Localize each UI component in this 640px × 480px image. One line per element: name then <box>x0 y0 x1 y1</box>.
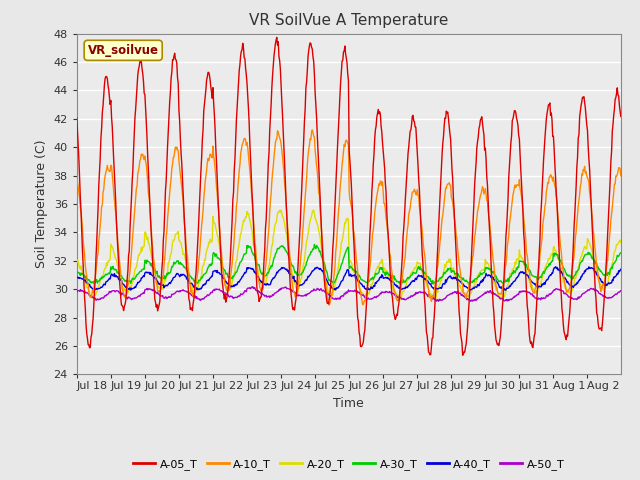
X-axis label: Time: Time <box>333 397 364 410</box>
Y-axis label: Soil Temperature (C): Soil Temperature (C) <box>35 140 48 268</box>
Text: VR_soilvue: VR_soilvue <box>88 44 159 57</box>
Legend: A-05_T, A-10_T, A-20_T, A-30_T, A-40_T, A-50_T: A-05_T, A-10_T, A-20_T, A-30_T, A-40_T, … <box>129 455 569 475</box>
Title: VR SoilVue A Temperature: VR SoilVue A Temperature <box>249 13 449 28</box>
